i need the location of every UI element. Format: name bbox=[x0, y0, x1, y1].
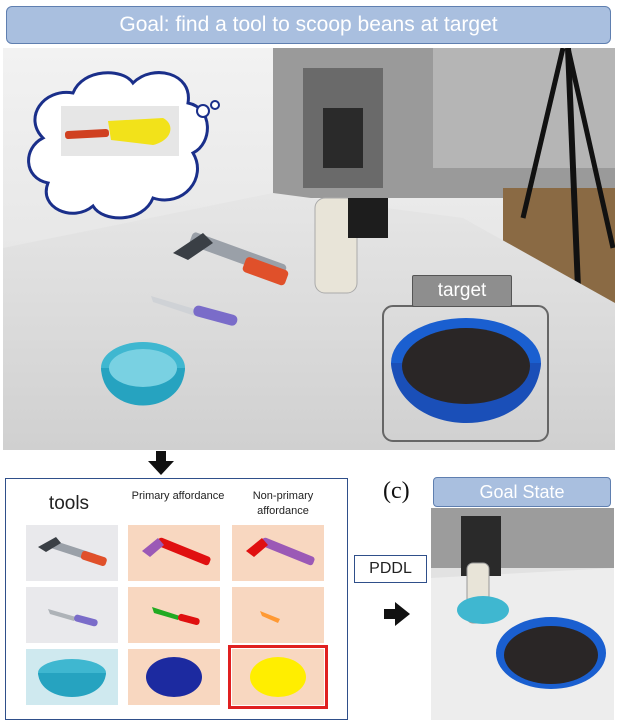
goal-banner: Goal: find a tool to scoop beans at targ… bbox=[6, 6, 611, 44]
scene-photo bbox=[3, 48, 615, 450]
panel-label: (c) bbox=[383, 478, 410, 504]
goal-state-banner: Goal State bbox=[433, 477, 611, 507]
goal-state-photo bbox=[431, 508, 614, 720]
cyan-bowl bbox=[101, 342, 185, 406]
bowl-primary-affordance bbox=[128, 649, 220, 705]
thought-cloud bbox=[27, 71, 220, 220]
right-arrow-icon bbox=[384, 602, 410, 626]
hammer-nonprimary-affordance bbox=[232, 525, 324, 581]
primary-affordance-header: Primary affordance bbox=[131, 490, 225, 502]
knife-nonprimary-affordance bbox=[232, 587, 324, 643]
knife-primary-affordance bbox=[128, 587, 220, 643]
nonprimary-affordance-header: Non-primary affordance bbox=[252, 490, 314, 517]
affordance-table: tools Primary affordance Non-primary aff… bbox=[5, 478, 348, 720]
hammer bbox=[173, 232, 289, 286]
goal-text: Goal: find a tool to scoop beans at targ… bbox=[119, 13, 498, 36]
down-arrow-icon bbox=[148, 451, 174, 475]
target-label: target bbox=[412, 275, 512, 307]
knife bbox=[151, 296, 238, 326]
bowl-photo bbox=[26, 649, 118, 705]
pddl-box: PDDL bbox=[354, 555, 427, 583]
bowl-nonprimary-affordance bbox=[228, 645, 328, 709]
hammer-photo bbox=[26, 525, 118, 581]
knife-photo bbox=[26, 587, 118, 643]
target-bowl bbox=[391, 318, 541, 423]
hammer-primary-affordance bbox=[128, 525, 220, 581]
tools-header: tools bbox=[48, 493, 90, 514]
